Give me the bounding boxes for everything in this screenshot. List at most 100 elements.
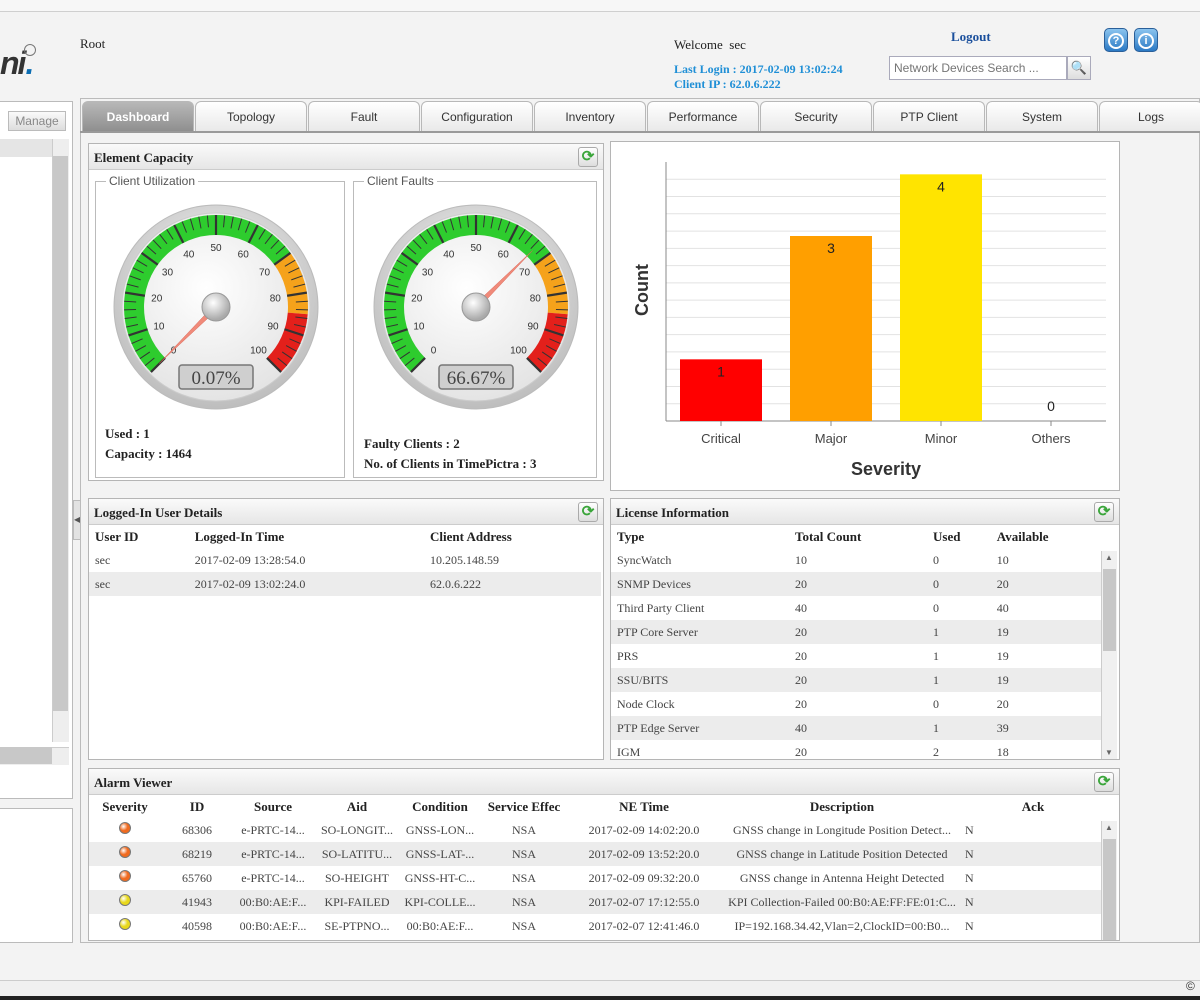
chart-bar[interactable] [680, 359, 762, 421]
table-row[interactable]: PTP Core Server 20 1 19 [611, 620, 1101, 644]
chart-bar[interactable] [900, 174, 982, 421]
gauge-tick [132, 267, 144, 274]
table-row[interactable]: Third Party Client 40 0 40 [611, 596, 1101, 620]
left-hscroll-thumb[interactable] [0, 747, 52, 764]
license-scrollbar[interactable]: ▲ ▼ [1101, 551, 1117, 759]
left-tree-list[interactable] [0, 139, 52, 739]
gauge-tick-label: 80 [270, 294, 282, 305]
column-header[interactable]: Available [996, 529, 1049, 544]
table-row[interactable]: SNMP Devices 20 0 20 [611, 572, 1101, 596]
column-header[interactable]: Description [809, 799, 875, 814]
tab-logs[interactable]: Logs [1099, 101, 1200, 131]
gauge-tick [135, 345, 147, 352]
table-cell: 10 [996, 552, 1009, 567]
faults-stats: Faulty Clients : 2 No. of Clients in Tim… [364, 434, 536, 474]
left-lower-panel [0, 808, 73, 943]
scroll-up-arrow-icon[interactable]: ▲ [1105, 553, 1113, 562]
faulty-clients-count: Faulty Clients : 2 [364, 436, 460, 451]
column-header[interactable]: User ID [95, 529, 139, 544]
manage-button[interactable]: Manage [8, 111, 66, 131]
alarm-cell: 2017-02-09 09:32:20.0 [588, 870, 700, 885]
chart-y-axis-title: Count [632, 264, 652, 316]
element-capacity-refresh-button[interactable]: ⟳ [578, 147, 598, 167]
column-header[interactable]: Aid [346, 799, 368, 814]
table-row[interactable]: sec 2017-02-09 13:28:54.0 10.205.148.59 [89, 548, 601, 572]
alarm-cell: KPI Collection-Failed 00:B0:AE:FF:FE:01:… [719, 890, 965, 914]
license-scroll-thumb[interactable] [1103, 569, 1116, 651]
alarm-row[interactable]: 65760 e-PRTC-14... SO-HEIGHT GNSS-HT-C... NS… [89, 866, 1101, 890]
logged-in-users-title: Logged-In User Details [89, 499, 603, 525]
alarm-scrollbar[interactable]: ▲ [1101, 821, 1117, 940]
alarm-scroll-thumb[interactable] [1103, 839, 1116, 940]
help-button[interactable]: ? [1104, 28, 1128, 52]
tab-fault[interactable]: Fault [308, 101, 420, 131]
column-header[interactable]: Logged-In Time [194, 529, 285, 544]
alarm-cell: N [965, 918, 974, 933]
table-cell: 39 [990, 716, 1101, 740]
table-row[interactable]: SyncWatch 10 0 10 [611, 548, 1101, 572]
column-header[interactable]: Condition [412, 799, 468, 814]
gauge-tick-label: 0 [431, 345, 437, 356]
gauge-tick [258, 229, 266, 240]
column-header[interactable]: Source [253, 799, 293, 814]
alarm-row[interactable]: 40598 00:B0:AE:F... SE-PTPNO... 00:B0:AE:F.… [89, 914, 1101, 938]
column-header[interactable]: Total Count [795, 529, 862, 544]
chart-bar[interactable] [790, 236, 872, 421]
column-header[interactable]: ID [189, 799, 205, 814]
help-icon: ? [1108, 33, 1124, 49]
scroll-up-arrow-icon[interactable]: ▲ [1105, 823, 1113, 832]
table-row[interactable]: IGM 20 2 18 [611, 740, 1101, 759]
tab-ptp-client[interactable]: PTP Client [873, 101, 985, 131]
table-row[interactable]: PRS 20 1 19 [611, 644, 1101, 668]
scroll-down-arrow-icon[interactable]: ▼ [1105, 748, 1113, 757]
alarm-viewer-refresh-button[interactable]: ⟳ [1094, 772, 1114, 792]
alarm-row[interactable]: 41943 00:B0:AE:F... KPI-FAILED KPI-COLLE...… [89, 890, 1101, 914]
tab-security[interactable]: Security [760, 101, 872, 131]
severity-major-icon [119, 822, 131, 834]
table-cell: 1 [933, 648, 939, 663]
alarm-cell: NSA [479, 890, 569, 914]
gauge-tick [537, 357, 548, 367]
search-button[interactable]: 🔍 [1067, 56, 1091, 80]
alarm-cell: SO-LATITU... [313, 842, 401, 866]
alarm-row[interactable]: 68306 e-PRTC-14... SO-LONGIT... GNSS-LON...… [89, 818, 1101, 842]
gauge-tick [289, 338, 301, 344]
alarm-cell: N [965, 870, 974, 885]
left-tree-selected-row[interactable] [0, 139, 52, 157]
chart-category-label: Minor [925, 431, 958, 446]
column-header[interactable]: Used [933, 529, 961, 544]
alarm-cell: GNSS change in Antenna Height Detected [739, 870, 945, 885]
info-button[interactable]: i [1134, 28, 1158, 52]
gauge-tick [433, 224, 445, 244]
logged-in-users-refresh-button[interactable]: ⟳ [578, 502, 598, 522]
table-row[interactable]: PTP Edge Server 40 1 39 [611, 716, 1101, 740]
network-devices-search-input[interactable] [889, 56, 1067, 80]
alarm-cell: 00:B0:AE:F... [239, 918, 307, 933]
table-row[interactable]: Node Clock 20 0 20 [611, 692, 1101, 716]
gauge-tick [553, 283, 566, 288]
column-header[interactable]: Severity [102, 799, 148, 814]
column-header[interactable]: Client Address [430, 529, 512, 544]
column-header[interactable]: Type [617, 529, 645, 544]
gauge-tick-label: 0 [171, 345, 177, 356]
gauge-tick [293, 323, 306, 328]
table-row[interactable]: sec 2017-02-09 13:02:24.0 62.0.6.222 [89, 572, 601, 596]
column-header[interactable]: NE Time [619, 799, 669, 814]
alarm-row[interactable]: 68219 e-PRTC-14... SO-LATITU... GNSS-LAT-..… [89, 842, 1101, 866]
column-header[interactable]: Service Effec [487, 799, 561, 814]
column-header[interactable]: Ack [1021, 799, 1045, 814]
table-row[interactable]: SSU/BITS 20 1 19 [611, 668, 1101, 692]
tab-topology[interactable]: Topology [195, 101, 307, 131]
tab-dashboard[interactable]: Dashboard [82, 101, 194, 131]
alarm-severity-chart-panel: 1 Critical 3 Major 4 Minor 0 Others Severity Coun… [610, 141, 1120, 491]
license-refresh-button[interactable]: ⟳ [1094, 502, 1114, 522]
left-scroll-thumb[interactable] [53, 156, 68, 711]
tab-system[interactable]: System [986, 101, 1098, 131]
table-cell: Third Party Client [617, 600, 705, 615]
table-cell: 2017-02-09 13:02:24.0 [188, 572, 425, 596]
tab-configuration[interactable]: Configuration [421, 101, 533, 131]
tab-performance[interactable]: Performance [647, 101, 759, 131]
tab-inventory[interactable]: Inventory [534, 101, 646, 131]
gauge-tick [458, 216, 462, 229]
logout-link[interactable]: Logout [951, 29, 991, 44]
